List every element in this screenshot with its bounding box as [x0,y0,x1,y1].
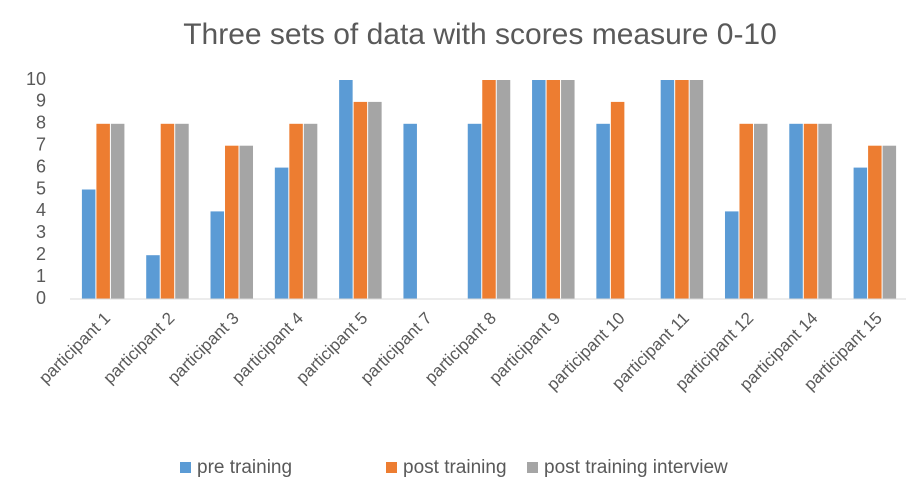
bar [303,123,318,299]
bar [289,123,303,299]
bar [239,145,254,299]
legend-label: pre training [197,457,292,478]
y-tick-label: 7 [36,134,46,154]
legend-swatch [527,462,538,473]
bar [496,80,511,299]
bar [225,145,239,299]
legend-swatch [180,462,191,473]
bar [753,123,768,299]
y-tick-label: 3 [36,222,46,242]
bar [868,145,882,299]
bar [818,123,832,299]
bar [532,80,546,299]
y-tick-label: 5 [36,178,46,198]
bar [482,80,496,299]
bar [853,167,868,299]
bar [610,101,625,300]
y-tick-label: 2 [36,244,46,264]
bar [146,255,160,299]
bar [789,123,803,299]
legend-label: post training interview [544,457,728,478]
bar [689,80,704,299]
bar [403,123,417,299]
legend-swatch [386,462,397,473]
y-tick-label: 4 [36,200,46,220]
legend-label: post training [403,457,507,478]
bar [675,80,689,299]
y-tick-label: 1 [36,266,46,286]
bar [467,123,482,299]
bar [110,123,125,299]
bar [210,211,225,299]
y-tick-label: 6 [36,156,46,176]
y-tick-label: 9 [36,91,46,111]
bar [660,80,675,299]
bar [724,211,739,299]
bar [596,123,610,299]
bar [882,145,897,299]
y-tick-label: 8 [36,113,46,133]
bar [739,123,753,299]
y-tick-label: 10 [26,69,46,89]
bar [175,123,189,299]
bar [368,101,382,300]
bar [546,80,561,299]
bar [339,80,353,299]
bar [561,80,575,299]
bar [160,123,175,299]
y-tick-label: 0 [36,288,46,308]
bar [803,123,818,299]
bar [81,189,96,299]
bar [353,101,368,300]
bar [96,123,110,299]
bar [274,167,289,299]
chart-title: Three sets of data with scores measure 0… [183,18,777,51]
